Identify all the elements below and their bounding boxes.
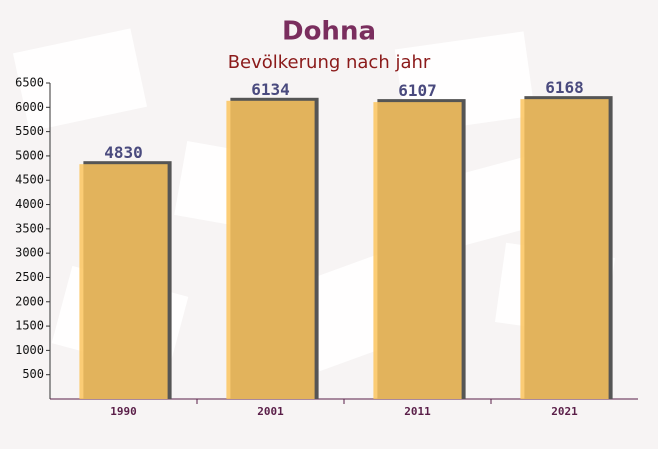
value-label: 4830 xyxy=(104,143,143,162)
bar xyxy=(79,164,168,399)
x-tick-label: 2021 xyxy=(551,405,578,418)
y-tick-label: 3500 xyxy=(15,221,44,235)
y-tick-label: 4000 xyxy=(15,197,44,211)
y-tick-label: 500 xyxy=(22,367,44,381)
y-tick-label: 5500 xyxy=(15,124,44,138)
y-tick-label: 5000 xyxy=(15,148,44,162)
value-label: 6107 xyxy=(398,81,437,100)
value-label: 6168 xyxy=(545,78,584,97)
chart-title: Dohna xyxy=(282,17,376,47)
y-tick-label: 2500 xyxy=(15,270,44,284)
y-tick-label: 1500 xyxy=(15,319,44,333)
x-tick-label: 1990 xyxy=(110,405,137,418)
bar xyxy=(520,99,609,399)
y-tick-label: 6000 xyxy=(15,100,44,114)
y-tick-label: 4500 xyxy=(15,173,44,187)
y-tick-label: 1000 xyxy=(15,343,44,357)
bar xyxy=(373,102,462,400)
x-tick-label: 2011 xyxy=(404,405,431,418)
bar xyxy=(226,100,315,400)
y-tick-label: 6500 xyxy=(15,76,44,90)
chart-subtitle: Bevölkerung nach jahr xyxy=(228,52,431,73)
y-tick-label: 3000 xyxy=(15,246,44,260)
value-label: 6134 xyxy=(251,80,290,99)
x-tick-label: 2001 xyxy=(257,405,284,418)
y-tick-label: 2000 xyxy=(15,294,44,308)
